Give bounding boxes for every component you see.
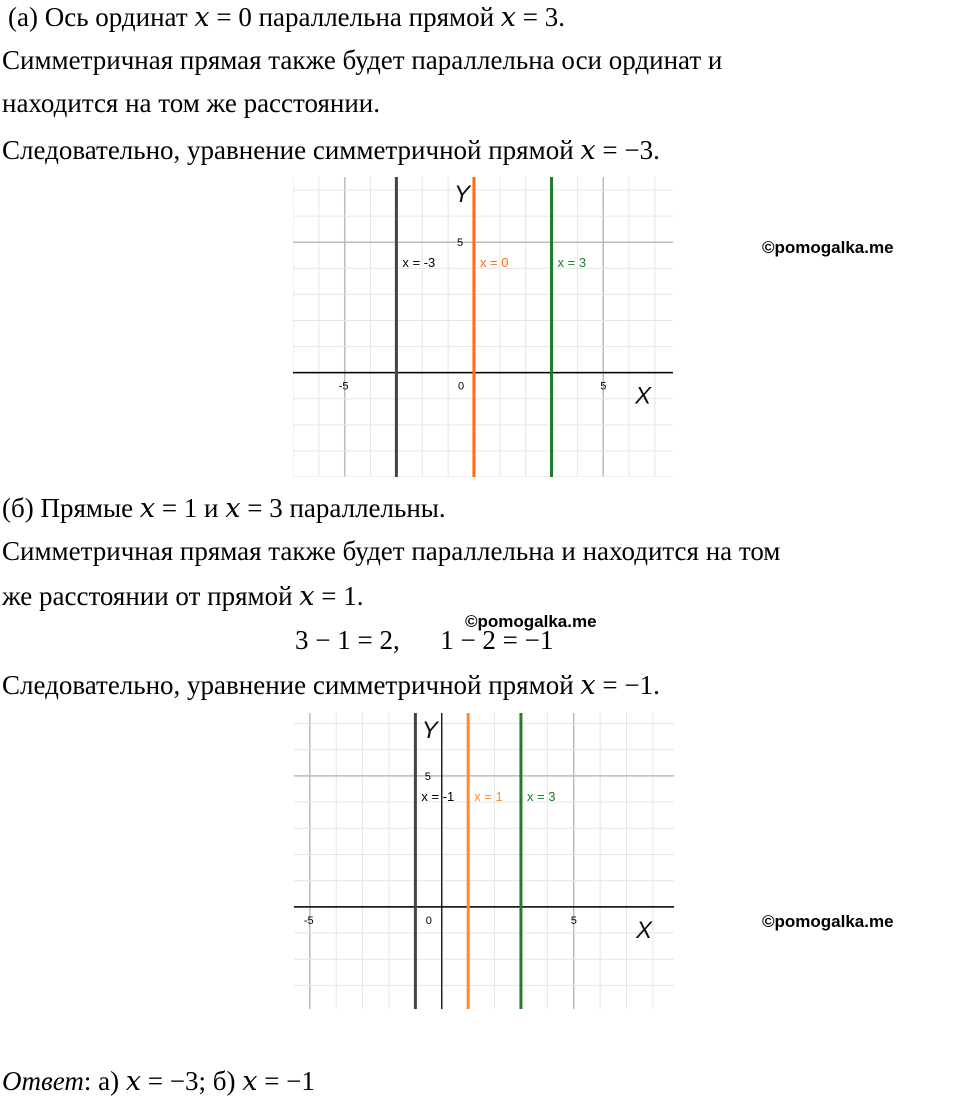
part-b-line-4: Следовательно, уравнение симметричной пр… xyxy=(2,670,660,700)
x-tick-label: 0 xyxy=(458,381,464,393)
graph-b: -5 0 5 5 X Yx = -1 x = 1 x = 3 xyxy=(294,713,674,1009)
x-tick-label: -5 xyxy=(304,915,314,927)
part-b-line-3: же расстоянии от прямой 𝑥 = 1. xyxy=(2,581,364,611)
part-a-line-4: Следовательно, уравнение симметричной пр… xyxy=(2,135,660,165)
graph-a: -5 0 5 5 X Yx = -3 x = 0 x = 3 xyxy=(293,177,673,477)
series-label: x = 1 xyxy=(474,789,503,804)
answer-label: Ответ xyxy=(2,1066,84,1096)
series-label: x = 0 xyxy=(480,255,509,270)
x-tick-label: 0 xyxy=(426,915,432,927)
series-label: x = -3 xyxy=(402,255,435,270)
x-axis-label: X xyxy=(634,383,652,410)
answer: Ответ: а) 𝑥 = −3; б) 𝑥 = −1 xyxy=(2,1068,315,1095)
watermark: ©pomogalka.me xyxy=(465,612,597,631)
formula: 3 − 1 = 2, 1 − 2 = −1 xyxy=(295,625,554,655)
series-label: x = -1 xyxy=(421,789,454,804)
x-tick-label: 5 xyxy=(600,381,606,393)
part-a-line-3: находится на том же расстоянии. xyxy=(2,88,380,118)
y-tick-label: 5 xyxy=(425,771,431,783)
y-axis-label: Y xyxy=(422,717,440,744)
part-a-line-1: (а) Ось ординат 𝑥 = 0 параллельна прямой… xyxy=(8,2,565,32)
x-tick-label: -5 xyxy=(339,381,349,393)
y-tick-label: 5 xyxy=(457,237,463,249)
series-label: x = 3 xyxy=(558,255,587,270)
part-b-line-2: Симметричная прямая также будет параллел… xyxy=(2,536,781,566)
part-b-line-1: (б) Прямые 𝑥 = 1 и 𝑥 = 3 параллельны. xyxy=(2,493,446,523)
part-a-line-2: Симметричная прямая также будет параллел… xyxy=(2,45,723,75)
answer-text: : а) 𝑥 = −3; б) 𝑥 = −1 xyxy=(83,1066,315,1096)
watermark: ©pomogalka.me xyxy=(762,238,894,257)
series-label: x = 3 xyxy=(527,789,556,804)
y-axis-label: Y xyxy=(454,181,472,208)
watermark: ©pomogalka.me xyxy=(762,912,894,931)
x-tick-label: 5 xyxy=(571,915,577,927)
x-axis-label: X xyxy=(635,917,653,944)
